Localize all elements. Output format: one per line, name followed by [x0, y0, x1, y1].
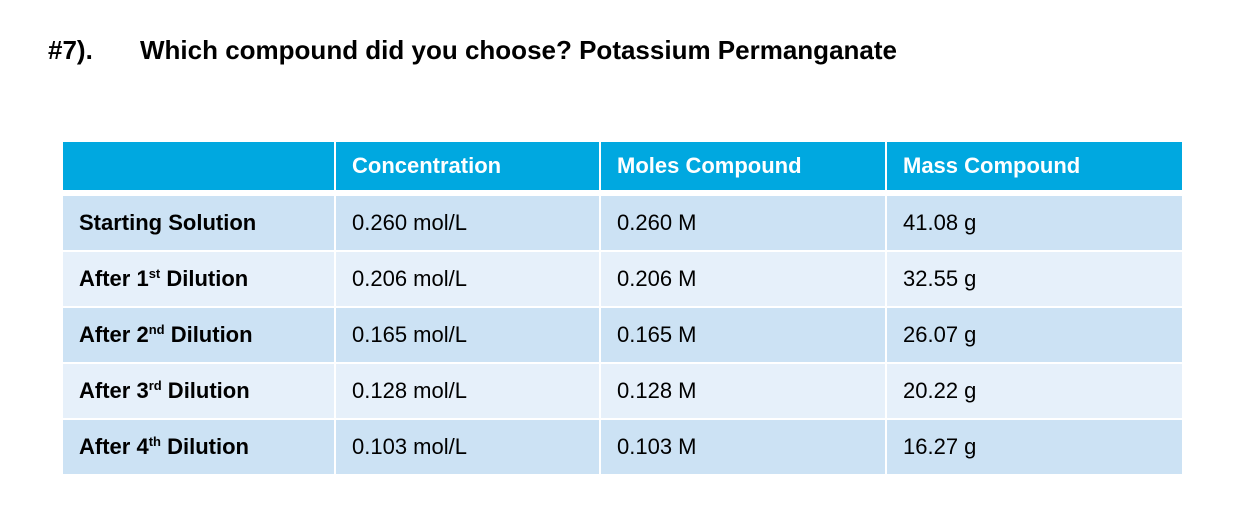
row-label-tail: Dilution — [164, 322, 253, 347]
header-concentration: Concentration — [336, 142, 601, 196]
table-row: After 4th Dilution 0.103 mol/L 0.103 M 1… — [63, 420, 1182, 476]
row-label-base: After 3 — [79, 378, 149, 403]
header-moles-compound: Moles Compound — [601, 142, 887, 196]
row-label-ordinal: nd — [148, 322, 165, 337]
row-label: After 2nd Dilution — [63, 308, 336, 364]
row-label: After 3rd Dilution — [63, 364, 336, 420]
table-row: Starting Solution 0.260 mol/L 0.260 M 41… — [63, 196, 1182, 252]
row-label-base: After 4 — [79, 434, 149, 459]
row-label-tail: Dilution — [160, 434, 249, 459]
row-label: After 1st Dilution — [63, 252, 336, 308]
moles-cell: 0.260 M — [601, 196, 887, 252]
concentration-cell: 0.165 mol/L — [336, 308, 601, 364]
row-label: After 4th Dilution — [63, 420, 336, 476]
dilution-table: Concentration Moles Compound Mass Compou… — [63, 142, 1182, 476]
header-empty-cell — [63, 142, 336, 196]
table-row: After 3rd Dilution 0.128 mol/L 0.128 M 2… — [63, 364, 1182, 420]
mass-cell: 41.08 g — [887, 196, 1182, 252]
table-row: After 2nd Dilution 0.165 mol/L 0.165 M 2… — [63, 308, 1182, 364]
mass-cell: 16.27 g — [887, 420, 1182, 476]
row-label-tail: Dilution — [160, 266, 249, 291]
concentration-cell: 0.206 mol/L — [336, 252, 601, 308]
header-mass-compound: Mass Compound — [887, 142, 1182, 196]
table-header-row: Concentration Moles Compound Mass Compou… — [63, 142, 1182, 196]
moles-cell: 0.103 M — [601, 420, 887, 476]
row-label-base: After 2 — [79, 322, 149, 347]
mass-cell: 20.22 g — [887, 364, 1182, 420]
row-label-tail: Dilution — [161, 378, 250, 403]
question-text: Which compound did you choose? Potassium… — [140, 34, 897, 65]
row-label-base: After 1 — [79, 266, 149, 291]
question-number: #7). — [48, 34, 93, 65]
question-heading: #7). Which compound did you choose? Pota… — [48, 30, 897, 70]
mass-cell: 26.07 g — [887, 308, 1182, 364]
row-label: Starting Solution — [63, 196, 336, 252]
moles-cell: 0.206 M — [601, 252, 887, 308]
mass-cell: 32.55 g — [887, 252, 1182, 308]
table-row: After 1st Dilution 0.206 mol/L 0.206 M 3… — [63, 252, 1182, 308]
row-label-ordinal: rd — [148, 378, 162, 393]
concentration-cell: 0.260 mol/L — [336, 196, 601, 252]
concentration-cell: 0.103 mol/L — [336, 420, 601, 476]
row-label-ordinal: st — [148, 266, 161, 281]
moles-cell: 0.128 M — [601, 364, 887, 420]
moles-cell: 0.165 M — [601, 308, 887, 364]
concentration-cell: 0.128 mol/L — [336, 364, 601, 420]
row-label-ordinal: th — [148, 434, 161, 449]
